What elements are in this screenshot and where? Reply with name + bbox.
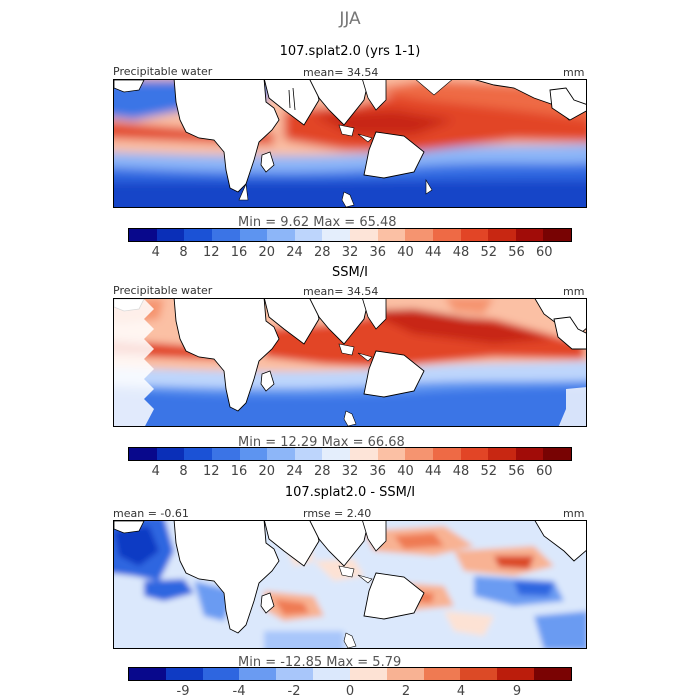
panel2-units: mm <box>563 285 585 298</box>
tick: 60 <box>536 464 553 479</box>
panel1-field-label: Precipitable water <box>113 65 213 78</box>
panel2-map-svg <box>114 299 586 426</box>
season-title: JJA <box>339 9 361 29</box>
tick: 8 <box>179 245 188 260</box>
tick: -2 <box>287 684 301 699</box>
tick: 32 <box>341 464 359 479</box>
tick: 4 <box>456 684 466 699</box>
tick: 4 <box>151 245 160 260</box>
tick: 2 <box>401 684 411 699</box>
tick: 24 <box>286 464 303 479</box>
tick: 0 <box>345 684 355 699</box>
tick: 9 <box>512 684 522 699</box>
panel3-colorbar <box>128 667 572 681</box>
panel2-mean: mean= 34.54 <box>303 285 379 298</box>
panel1-map <box>113 79 587 208</box>
panel3-title: 107.splat2.0 - SSM/I <box>284 485 416 500</box>
panel2-map <box>113 298 587 427</box>
panel1-colorbar-ticks: 4 8 12 16 20 24 28 32 36 40 44 48 52 56 … <box>128 245 572 260</box>
tick: 48 <box>452 245 470 260</box>
tick: 44 <box>425 245 442 260</box>
tick: 16 <box>230 464 248 479</box>
tick: 56 <box>508 464 525 479</box>
tick: 56 <box>508 245 525 260</box>
tick: 12 <box>203 464 220 479</box>
tick: 44 <box>425 464 442 479</box>
tick: 36 <box>369 245 387 260</box>
tick: 20 <box>258 464 276 479</box>
tick: 40 <box>397 464 414 479</box>
panel2-colorbar-ticks: 4 8 12 16 20 24 28 32 36 40 44 48 52 56 … <box>128 464 572 479</box>
panel1-mean: mean= 34.54 <box>303 66 379 79</box>
tick: 24 <box>286 245 303 260</box>
tick: -9 <box>176 684 190 699</box>
panel1-title: 107.splat2.0 (yrs 1-1) <box>279 44 421 59</box>
panel1-minmax: Min = 9.62 Max = 65.48 <box>238 215 397 230</box>
panel3-colorbar-ticks: -9 -4 -2 0 2 4 9 <box>128 684 572 699</box>
panel3-map-svg <box>114 521 586 648</box>
panel1-colorbar <box>128 228 572 242</box>
panel1-map-svg <box>114 80 586 207</box>
tick: 52 <box>480 464 498 479</box>
tick: 4 <box>151 464 160 479</box>
panel1-units: mm <box>563 66 585 79</box>
tick: 28 <box>314 464 331 479</box>
tick: 36 <box>369 464 387 479</box>
tick: 12 <box>203 245 220 260</box>
panel3-minmax: Min = -12.85 Max = 5.79 <box>238 655 402 670</box>
tick: 40 <box>397 245 414 260</box>
tick: 32 <box>341 245 359 260</box>
panel3-units: mm <box>563 507 585 520</box>
tick: 52 <box>480 245 498 260</box>
panel3-map <box>113 520 587 649</box>
tick: -4 <box>232 684 246 699</box>
panel3-mean: mean = -0.61 <box>113 507 189 520</box>
tick: 48 <box>452 464 470 479</box>
tick: 16 <box>230 245 248 260</box>
panel3-rmse: rmse = 2.40 <box>303 507 372 520</box>
tick: 60 <box>536 245 553 260</box>
panel2-title: SSM/I <box>332 265 368 280</box>
panel2-minmax: Min = 12.29 Max = 66.68 <box>238 435 405 450</box>
tick: 28 <box>314 245 331 260</box>
panel2-colorbar <box>128 447 572 461</box>
tick: 8 <box>179 464 188 479</box>
tick: 20 <box>258 245 276 260</box>
panel2-field-label: Precipitable water <box>113 284 213 297</box>
